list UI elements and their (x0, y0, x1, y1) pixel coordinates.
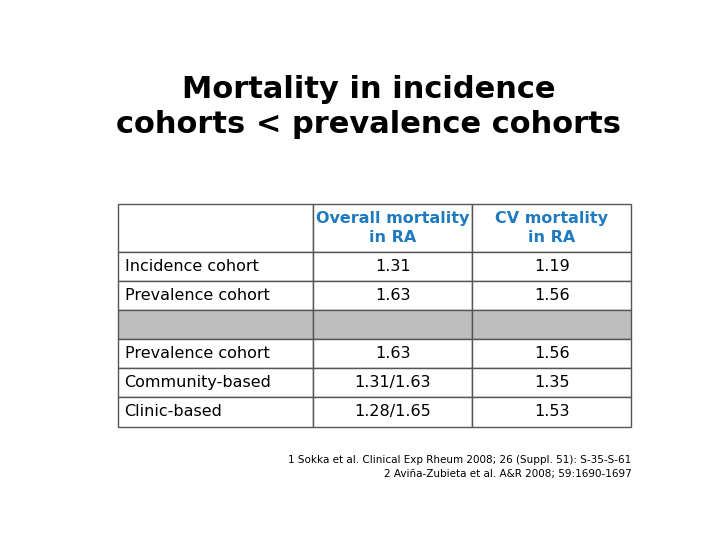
FancyBboxPatch shape (118, 252, 313, 281)
FancyBboxPatch shape (472, 281, 631, 310)
Text: Incidence cohort: Incidence cohort (125, 259, 258, 274)
FancyBboxPatch shape (313, 204, 472, 252)
Text: Mortality in incidence
cohorts < prevalence cohorts: Mortality in incidence cohorts < prevale… (117, 75, 621, 139)
FancyBboxPatch shape (472, 339, 631, 368)
FancyBboxPatch shape (118, 310, 313, 339)
FancyBboxPatch shape (472, 310, 631, 339)
Text: Prevalence cohort: Prevalence cohort (125, 288, 269, 303)
Text: 1.31: 1.31 (375, 259, 410, 274)
Text: 1.28/1.65: 1.28/1.65 (354, 404, 431, 420)
Text: Prevalence cohort: Prevalence cohort (125, 346, 269, 361)
Text: 1.56: 1.56 (534, 346, 570, 361)
FancyBboxPatch shape (313, 310, 472, 339)
Text: 1.53: 1.53 (534, 404, 570, 420)
FancyBboxPatch shape (118, 368, 313, 397)
FancyBboxPatch shape (118, 204, 313, 252)
FancyBboxPatch shape (472, 252, 631, 281)
Text: 1.19: 1.19 (534, 259, 570, 274)
FancyBboxPatch shape (313, 368, 472, 397)
FancyBboxPatch shape (472, 204, 631, 252)
FancyBboxPatch shape (313, 339, 472, 368)
FancyBboxPatch shape (472, 368, 631, 397)
Text: Community-based: Community-based (125, 375, 271, 390)
FancyBboxPatch shape (313, 281, 472, 310)
Text: 1.56: 1.56 (534, 288, 570, 303)
Text: 1.63: 1.63 (375, 288, 410, 303)
Text: Overall mortality
in RA: Overall mortality in RA (316, 211, 469, 245)
FancyBboxPatch shape (472, 397, 631, 427)
FancyBboxPatch shape (118, 339, 313, 368)
Text: 1.63: 1.63 (375, 346, 410, 361)
Text: CV mortality
in RA: CV mortality in RA (495, 211, 608, 245)
FancyBboxPatch shape (118, 397, 313, 427)
FancyBboxPatch shape (118, 281, 313, 310)
FancyBboxPatch shape (313, 252, 472, 281)
Text: Clinic-based: Clinic-based (125, 404, 222, 420)
FancyBboxPatch shape (313, 397, 472, 427)
Text: 1.35: 1.35 (534, 375, 570, 390)
Text: 1 Sokka et al. Clinical Exp Rheum 2008; 26 (Suppl. 51): S-35-S-61
2 Aviña-Zubiet: 1 Sokka et al. Clinical Exp Rheum 2008; … (288, 455, 631, 478)
Text: 1.31/1.63: 1.31/1.63 (354, 375, 431, 390)
